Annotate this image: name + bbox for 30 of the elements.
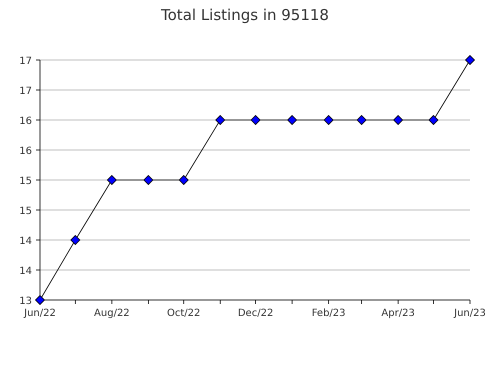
- x-tick-label: Aug/22: [94, 308, 130, 319]
- x-tick-label: Jun/22: [23, 308, 56, 319]
- point: [178, 175, 189, 185]
- y-tick-label: 17: [19, 86, 32, 97]
- point: [215, 115, 226, 125]
- point: [465, 55, 475, 65]
- x-tick-label: Dec/22: [238, 308, 274, 319]
- point: [106, 175, 117, 185]
- point: [356, 115, 367, 125]
- chart-title: Total Listings in 95118: [160, 6, 329, 24]
- y-tick-label: 15: [19, 176, 32, 187]
- y-tick-label: 14: [19, 266, 32, 277]
- x-tick-label: Jun/23: [453, 308, 486, 319]
- y-tick-label: 17: [19, 56, 32, 67]
- point: [428, 115, 438, 125]
- y-tick-label: 14: [19, 236, 32, 247]
- y-tick-label: 15: [19, 206, 32, 217]
- point: [250, 115, 260, 125]
- y-tick-label: 16: [19, 116, 32, 127]
- point: [287, 115, 298, 125]
- x-tick-label: Oct/22: [167, 308, 200, 319]
- point: [324, 115, 334, 125]
- point: [35, 295, 45, 305]
- x-tick-label: Apr/23: [381, 308, 415, 319]
- point: [143, 175, 154, 185]
- x-tick-label: Feb/23: [312, 308, 346, 319]
- point: [393, 115, 404, 125]
- point: [70, 235, 80, 245]
- y-tick-label: 16: [19, 146, 32, 157]
- y-tick-label: 13: [19, 296, 32, 307]
